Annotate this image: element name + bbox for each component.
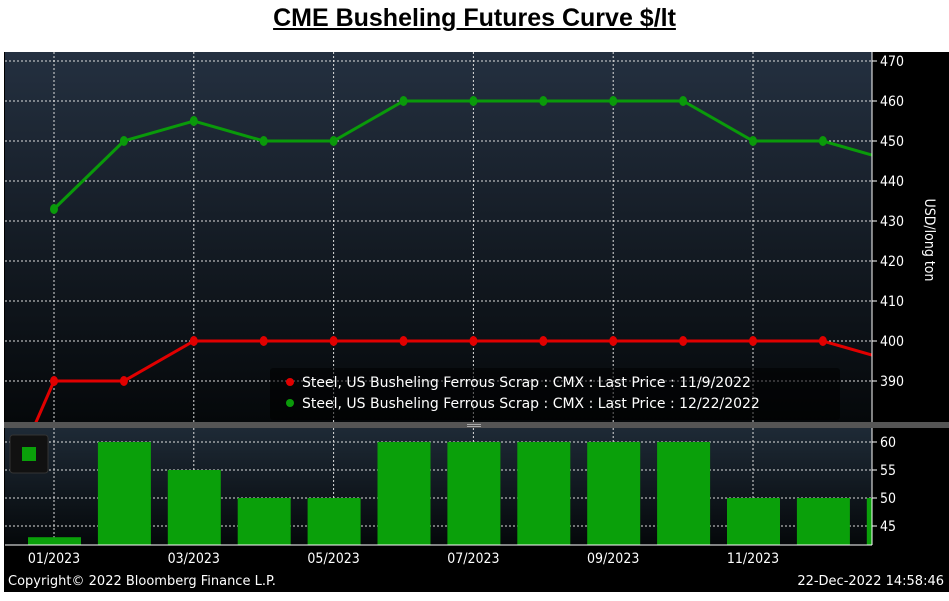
spread-bar: [866, 498, 872, 545]
spread-bars: [28, 442, 872, 545]
spread-bar: [97, 442, 151, 545]
y-tick-label: 440: [880, 174, 904, 190]
data-point-red: [259, 336, 268, 346]
spread-bar: [587, 442, 641, 545]
copyright: Copyright© 2022 Bloomberg Finance L.P.: [8, 574, 276, 589]
y-tick-label: 460: [880, 94, 904, 110]
data-point-red: [469, 336, 478, 346]
data-point-red: [50, 376, 58, 386]
bar-y-tick-label: 50: [880, 491, 896, 507]
spread-bar: [657, 442, 711, 545]
data-point-green: [189, 116, 198, 126]
x-tick-label: 01/2023: [28, 551, 80, 567]
data-point-green: [119, 136, 128, 146]
data-point-green: [469, 96, 478, 106]
data-point-green: [539, 96, 548, 106]
legend-label-red: Steel, US Busheling Ferrous Scrap : CMX …: [302, 375, 751, 391]
data-point-green: [818, 136, 827, 146]
bar-y-tick-label: 55: [880, 463, 896, 479]
x-tick-label: 05/2023: [307, 551, 359, 567]
x-tick-label: 11/2023: [727, 551, 779, 567]
y-tick-label: 450: [880, 134, 904, 150]
bar-y-tick-label: 60: [880, 435, 896, 451]
y-tick-label: 430: [880, 214, 904, 230]
data-point-green: [259, 136, 268, 146]
main-plot-area: [5, 52, 872, 422]
data-point-red: [119, 376, 128, 386]
x-tick-label: 09/2023: [587, 551, 639, 567]
spread-bar: [796, 498, 850, 545]
spread-bar: [447, 442, 501, 545]
data-point-red: [539, 336, 548, 346]
price-lines: [34, 96, 872, 422]
y-tick-label: 400: [880, 334, 904, 350]
data-point-red: [399, 336, 408, 346]
axes: 390 400 410 420 430 440 450 460 470 45 50 55 60 01/20…: [5, 52, 904, 567]
spread-bar: [307, 498, 361, 545]
y-tick-label: 410: [880, 294, 904, 310]
y-tick-label: 420: [880, 254, 904, 270]
timestamp: 22-Dec-2022 14:58:46: [797, 574, 944, 589]
data-point-red: [189, 336, 198, 346]
data-point-green: [609, 96, 618, 106]
data-point-green: [399, 96, 408, 106]
spread-bar: [28, 537, 81, 545]
divider-grip-icon: [467, 424, 481, 425]
legend: [270, 368, 840, 420]
bar-y-tick-label: 45: [880, 519, 896, 535]
data-point-red: [609, 336, 618, 346]
y-tick-label: 390: [880, 374, 904, 390]
legend-label-green: Steel, US Busheling Ferrous Scrap : CMX …: [302, 396, 760, 412]
legend-marker-red: [286, 378, 294, 386]
spread-bar: [517, 442, 571, 545]
data-point-green: [329, 136, 338, 146]
y-axis-label: USD/long ton: [921, 199, 937, 282]
data-point-red: [818, 336, 827, 346]
x-tick-label: 07/2023: [447, 551, 499, 567]
chart-title: CME Busheling Futures Curve $/lt: [273, 4, 676, 32]
legend-marker-green: [286, 399, 294, 407]
spread-bar: [727, 498, 780, 545]
spread-bar: [237, 498, 291, 545]
data-point-green: [749, 136, 757, 146]
data-point-red: [329, 336, 338, 346]
data-point-red: [749, 336, 757, 346]
spread-bar: [167, 470, 221, 545]
x-tick-label: 03/2023: [168, 551, 220, 567]
series-line-red: [34, 339, 872, 422]
divider-grip-icon: [467, 426, 481, 427]
data-point-green: [50, 204, 58, 214]
y-tick-label: 470: [880, 54, 904, 70]
data-point-red: [679, 336, 688, 346]
data-point-green: [679, 96, 688, 106]
spread-bar: [377, 442, 431, 545]
bar-legend-swatch: [22, 447, 36, 461]
